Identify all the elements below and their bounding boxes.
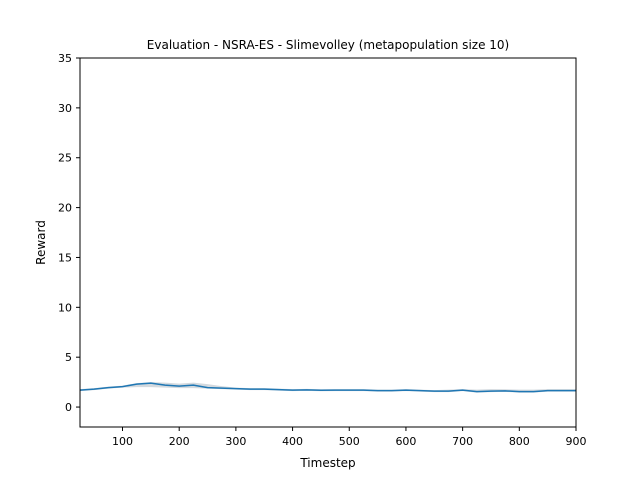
x-axis-label: Timestep <box>299 456 355 470</box>
y-tick-label: 5 <box>65 351 72 364</box>
y-axis-label: Reward <box>34 220 48 265</box>
y-axis: 0 5 10 15 20 25 30 35 <box>58 52 80 414</box>
plot-frame <box>79 57 577 428</box>
series-0-band <box>80 382 576 393</box>
y-tick-label: 10 <box>58 301 72 314</box>
x-tick-label: 700 <box>452 435 473 448</box>
y-tick-label: 35 <box>58 52 72 65</box>
chart-title: Evaluation - NSRA-ES - Slimevolley (meta… <box>147 38 509 52</box>
y-tick-label: 15 <box>58 251 72 264</box>
x-tick-label: 900 <box>566 435 587 448</box>
x-tick-label: 600 <box>395 435 416 448</box>
x-tick-label: 300 <box>225 435 246 448</box>
x-tick-label: 400 <box>282 435 303 448</box>
x-tick-label: 800 <box>509 435 530 448</box>
x-tick-label: 100 <box>112 435 133 448</box>
x-axis: 100 200 300 400 500 600 700 800 900 <box>112 427 587 448</box>
x-tick-label: 200 <box>169 435 190 448</box>
y-tick-label: 25 <box>58 152 72 165</box>
series-0-line <box>79 382 576 393</box>
y-tick-label: 0 <box>65 401 72 414</box>
y-tick-label: 30 <box>58 102 72 115</box>
x-tick-label: 500 <box>339 435 360 448</box>
y-tick-label: 20 <box>58 202 72 215</box>
